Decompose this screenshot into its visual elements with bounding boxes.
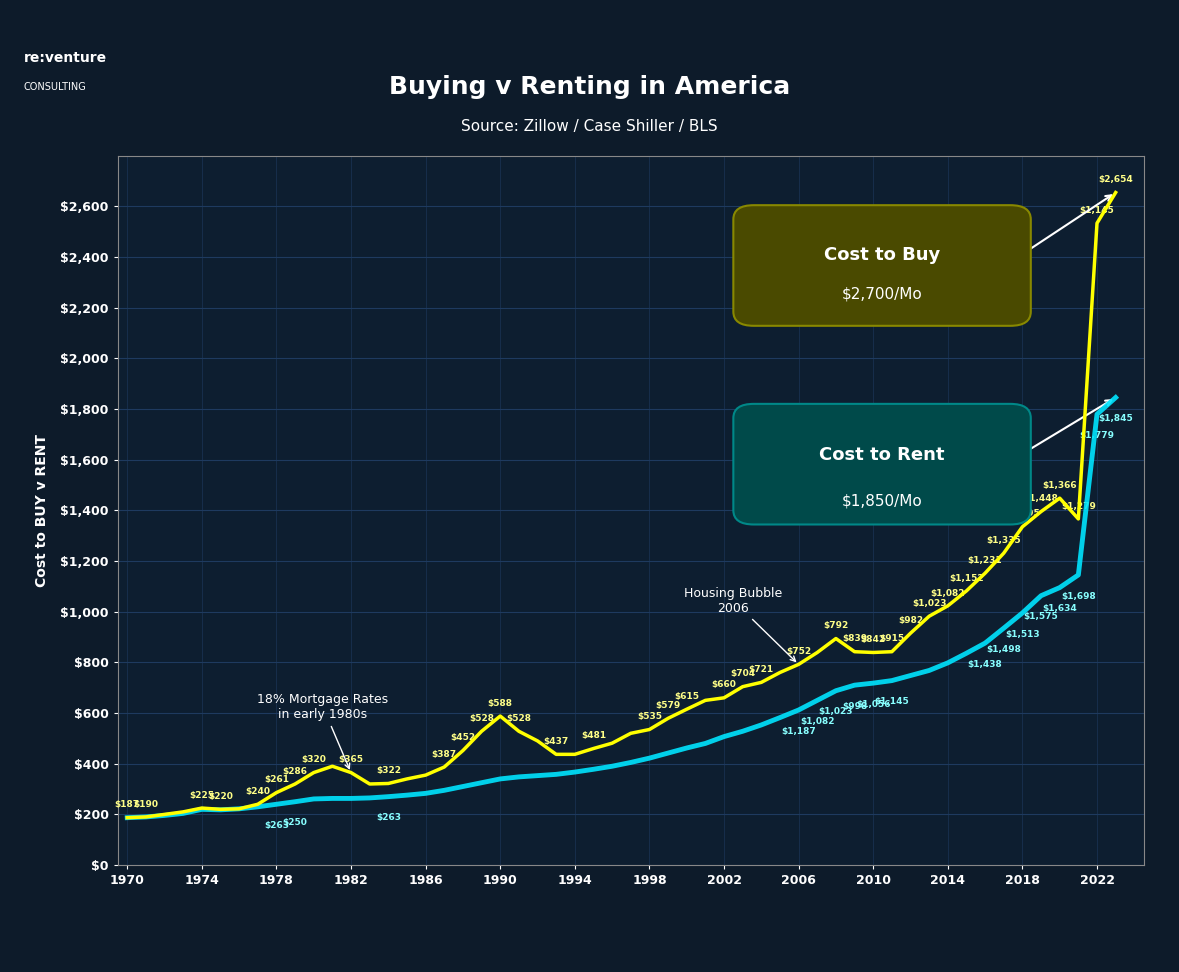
Text: $792: $792 xyxy=(823,621,849,630)
Text: $839: $839 xyxy=(842,635,867,643)
Text: $1,082: $1,082 xyxy=(801,717,835,726)
Text: $1,634: $1,634 xyxy=(1042,605,1078,613)
Text: $660: $660 xyxy=(712,680,737,689)
Text: $1,187: $1,187 xyxy=(782,727,816,736)
Text: $752: $752 xyxy=(786,647,811,656)
Text: CONSULTING: CONSULTING xyxy=(24,83,86,92)
Text: $588: $588 xyxy=(488,699,513,708)
Text: Buying v Renting in America: Buying v Renting in America xyxy=(389,76,790,99)
FancyBboxPatch shape xyxy=(733,205,1030,326)
Text: $240: $240 xyxy=(245,787,270,796)
Text: $220: $220 xyxy=(208,792,233,801)
Text: $1,498: $1,498 xyxy=(987,644,1021,654)
Text: $721: $721 xyxy=(749,665,773,674)
FancyBboxPatch shape xyxy=(733,404,1030,525)
Text: Cost to Rent: Cost to Rent xyxy=(819,446,944,464)
Text: $1,023: $1,023 xyxy=(818,708,854,716)
Text: $998: $998 xyxy=(842,702,868,711)
Text: $261: $261 xyxy=(264,776,289,784)
Text: $1,850/Mo: $1,850/Mo xyxy=(842,494,922,508)
Text: Source: Zillow / Case Shiller / BLS: Source: Zillow / Case Shiller / BLS xyxy=(461,119,718,134)
Text: $481: $481 xyxy=(581,731,606,740)
Text: $2,654: $2,654 xyxy=(1099,175,1133,184)
Text: $1,513: $1,513 xyxy=(1005,630,1040,639)
Text: $535: $535 xyxy=(637,712,661,721)
Text: $1,698: $1,698 xyxy=(1061,592,1095,601)
Text: $263: $263 xyxy=(376,814,401,822)
Text: 18% Mortgage Rates
in early 1980s: 18% Mortgage Rates in early 1980s xyxy=(257,693,389,769)
Text: $704: $704 xyxy=(730,670,756,678)
Text: $1,279: $1,279 xyxy=(1061,502,1095,510)
Text: $322: $322 xyxy=(376,766,401,775)
Text: $387: $387 xyxy=(432,749,456,759)
Text: $1,082: $1,082 xyxy=(930,588,966,598)
Text: $1,438: $1,438 xyxy=(968,660,1002,669)
Text: Housing Bubble
2006: Housing Bubble 2006 xyxy=(684,587,796,661)
Text: $1,335: $1,335 xyxy=(987,536,1021,544)
Text: $190: $190 xyxy=(133,800,158,809)
Text: $1,366: $1,366 xyxy=(1042,481,1078,490)
Text: $250: $250 xyxy=(283,818,308,827)
Text: $842: $842 xyxy=(861,635,885,644)
Text: $982: $982 xyxy=(898,616,923,625)
Text: $320: $320 xyxy=(302,755,327,764)
Text: $1,145: $1,145 xyxy=(875,697,909,707)
Text: $263: $263 xyxy=(264,821,289,830)
Text: $1,152: $1,152 xyxy=(949,573,983,582)
Text: $579: $579 xyxy=(656,701,680,710)
Text: $1,145: $1,145 xyxy=(1080,206,1114,215)
Y-axis label: Cost to BUY v RENT: Cost to BUY v RENT xyxy=(35,434,50,587)
Text: $1,395: $1,395 xyxy=(1005,509,1040,518)
Text: $187: $187 xyxy=(114,800,140,810)
Text: $452: $452 xyxy=(450,733,475,743)
Text: $437: $437 xyxy=(544,737,568,746)
Text: $1,779: $1,779 xyxy=(1080,431,1114,440)
Text: $528: $528 xyxy=(506,714,532,723)
Text: $915: $915 xyxy=(880,635,904,643)
Text: re:venture: re:venture xyxy=(24,52,107,65)
Text: $286: $286 xyxy=(283,767,308,776)
Text: $225: $225 xyxy=(190,791,215,800)
Text: $1,023: $1,023 xyxy=(911,599,947,608)
Text: $1,845: $1,845 xyxy=(1099,414,1133,423)
Text: $615: $615 xyxy=(674,692,699,701)
Text: $365: $365 xyxy=(338,755,363,764)
Text: $1,448: $1,448 xyxy=(1023,494,1059,503)
Text: $1,575: $1,575 xyxy=(1023,612,1059,621)
Text: $1,056: $1,056 xyxy=(856,700,890,709)
Text: $1,231: $1,231 xyxy=(968,556,1002,565)
Text: $2,700/Mo: $2,700/Mo xyxy=(842,287,922,301)
Text: $528: $528 xyxy=(469,714,494,723)
Text: Cost to Buy: Cost to Buy xyxy=(824,246,940,263)
